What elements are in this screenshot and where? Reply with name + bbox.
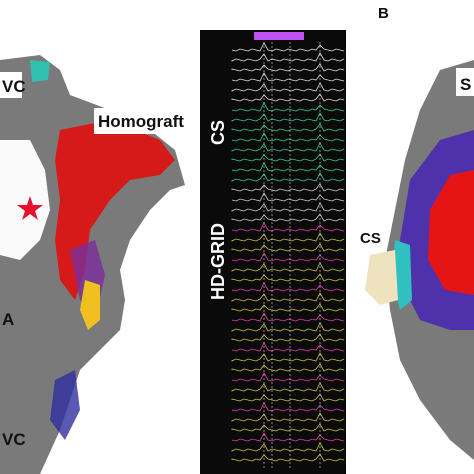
egm-trace xyxy=(231,342,345,352)
egm-trace xyxy=(231,442,345,452)
vessel-label: VC xyxy=(2,77,26,96)
egm-panel: CS HD-GRID xyxy=(200,30,346,474)
label-box xyxy=(0,72,22,98)
egm-trace xyxy=(231,72,345,82)
white-region xyxy=(0,140,50,260)
egm-trace xyxy=(231,382,345,392)
egm-trace xyxy=(231,363,345,372)
color-bar xyxy=(254,32,304,40)
egm-trace xyxy=(231,102,345,112)
egm-trace xyxy=(231,273,345,282)
egm-trace xyxy=(231,262,345,272)
egm-trace xyxy=(231,402,345,412)
egm-trace xyxy=(231,322,345,332)
label-box xyxy=(456,68,474,96)
egm-trace xyxy=(231,82,345,92)
teal-region xyxy=(30,60,50,82)
egm-trace xyxy=(231,192,345,202)
label-box xyxy=(94,108,190,134)
egm-trace xyxy=(231,243,345,252)
vessel-label: CS xyxy=(360,230,381,247)
egm-trace xyxy=(231,252,345,262)
egm-trace xyxy=(231,303,345,312)
egm-trace xyxy=(231,222,345,232)
cs-catheter xyxy=(365,250,398,305)
channel-group-label: HD-GRID xyxy=(208,223,228,300)
egm-trace xyxy=(231,352,345,362)
vessel-label: S xyxy=(460,75,471,94)
structure-label: Homograft xyxy=(98,112,184,131)
egm-trace xyxy=(231,172,345,182)
egm-trace xyxy=(231,282,345,292)
channel-group-label: CS xyxy=(208,120,228,145)
egm-trace xyxy=(231,423,345,432)
right-map: B S CS xyxy=(360,5,474,460)
egm-trace xyxy=(231,123,345,132)
egm-trace xyxy=(231,333,345,342)
egm-trace xyxy=(231,412,345,422)
egm-trace xyxy=(231,112,345,122)
egm-trace xyxy=(231,312,345,322)
egm-trace xyxy=(231,63,345,72)
egm-trace xyxy=(231,52,345,62)
egm-trace xyxy=(231,232,345,242)
left-map: VC Homograft A VC xyxy=(0,55,190,474)
egm-trace xyxy=(231,432,345,442)
egm-trace xyxy=(231,183,345,192)
star-marker xyxy=(17,196,43,220)
egm-trace xyxy=(231,213,345,222)
egm-trace xyxy=(231,132,345,142)
egm-trace xyxy=(231,393,345,402)
egm-trace xyxy=(231,93,345,102)
egm-trace xyxy=(231,453,345,462)
egm-trace xyxy=(231,153,345,162)
egm-trace xyxy=(231,42,345,52)
yellow-region xyxy=(80,280,100,330)
blue-region xyxy=(50,370,80,440)
egm-trace xyxy=(231,162,345,172)
panel-letter: B xyxy=(378,5,389,22)
egm-trace xyxy=(231,142,345,152)
egm-trace xyxy=(231,372,345,382)
egm-trace xyxy=(231,202,345,212)
vessel-label: VC xyxy=(2,430,26,449)
chamber-label: A xyxy=(2,310,14,329)
egm-trace xyxy=(231,292,345,302)
red-region xyxy=(428,170,474,295)
